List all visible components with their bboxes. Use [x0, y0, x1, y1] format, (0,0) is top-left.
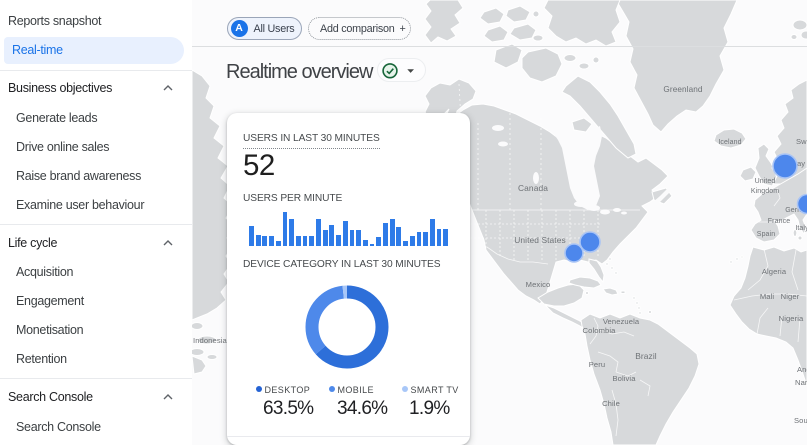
svg-text:Indonesia: Indonesia	[193, 336, 228, 345]
svg-text:Spain: Spain	[757, 231, 775, 238]
svg-text:United States: United States	[514, 235, 566, 245]
svg-text:Niger: Niger	[781, 292, 800, 301]
svg-text:South Africa: South Africa	[794, 416, 807, 425]
svg-text:France: France	[768, 218, 790, 225]
svg-text:Peru: Peru	[589, 360, 605, 369]
svg-text:Colombia: Colombia	[583, 326, 617, 335]
svg-text:Germany: Germany	[785, 207, 807, 214]
svg-text:United: United	[755, 178, 776, 185]
svg-text:Mali: Mali	[760, 292, 775, 301]
svg-text:Greenland: Greenland	[663, 85, 702, 94]
svg-text:Namibia: Namibia	[795, 378, 807, 387]
svg-text:Nigeria: Nigeria	[779, 314, 804, 323]
svg-text:Venezuela: Venezuela	[603, 317, 640, 326]
svg-text:Chile: Chile	[602, 399, 620, 408]
svg-text:Italy: Italy	[795, 225, 807, 232]
svg-text:Sweden: Sweden	[796, 137, 807, 146]
svg-text:Mexico: Mexico	[526, 280, 551, 289]
svg-text:Canada: Canada	[518, 183, 548, 193]
svg-text:Algeria: Algeria	[762, 267, 787, 276]
svg-text:Iceland: Iceland	[718, 139, 741, 146]
svg-text:Kingdom: Kingdom	[751, 188, 779, 195]
svg-text:Bolivia: Bolivia	[612, 374, 636, 383]
svg-text:Brazil: Brazil	[635, 351, 657, 361]
svg-text:Angola: Angola	[797, 365, 807, 374]
